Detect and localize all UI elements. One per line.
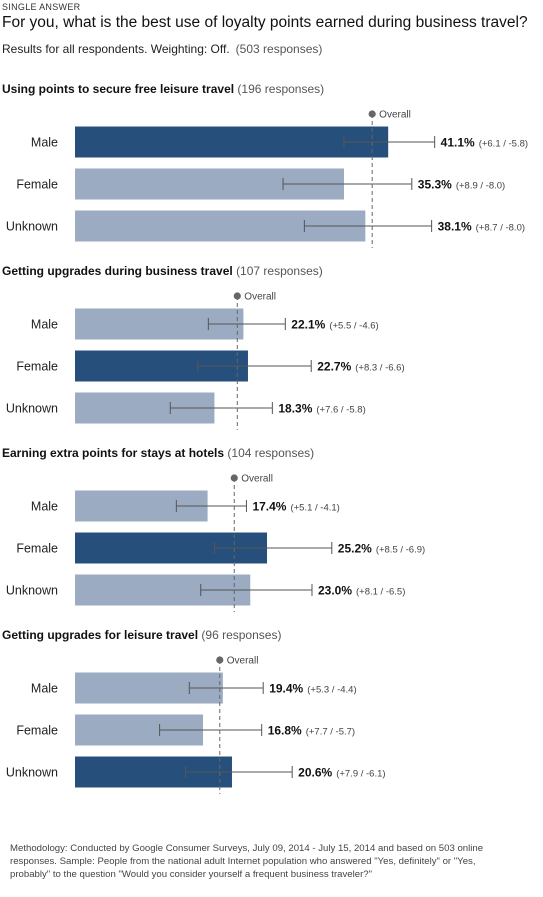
value-label-group: 41.1% (+6.1 / -5.8)	[441, 136, 528, 150]
value-label: 41.1%	[441, 136, 475, 150]
chart-title-text: Getting upgrades for leisure travel	[2, 628, 199, 642]
error-label: (+8.5 / -6.9)	[376, 545, 425, 556]
value-label-group: 20.6% (+7.9 / -6.1)	[298, 766, 385, 780]
category-label: Unknown	[6, 766, 58, 780]
value-label-group: 35.3% (+8.9 / -8.0)	[418, 178, 505, 192]
response-count: (96 responses)	[201, 628, 282, 642]
category-label: Female	[16, 542, 58, 556]
bar-chart: Overall Male 19.4% (+5.3 / -4.4) Female 16.8%…	[6, 656, 386, 794]
value-label-group: 38.1% (+8.7 / -8.0)	[438, 220, 525, 234]
error-label: (+7.7 / -5.7)	[306, 727, 355, 738]
error-bar	[200, 584, 313, 596]
error-label: (+5.1 / -4.1)	[290, 503, 339, 514]
value-label: 19.4%	[269, 682, 303, 696]
value-label: 35.3%	[418, 178, 452, 192]
value-label-group: 17.4% (+5.1 / -4.1)	[252, 500, 339, 514]
value-label: 22.7%	[317, 360, 351, 374]
error-bar	[207, 318, 286, 330]
value-label: 16.8%	[268, 724, 302, 738]
category-label: Unknown	[6, 220, 58, 234]
category-label: Male	[31, 136, 58, 150]
survey-kicker: SINGLE ANSWER	[2, 2, 81, 12]
chart-title: Getting upgrades during business travel …	[2, 264, 323, 278]
value-label-group: 22.7% (+8.3 / -6.6)	[317, 360, 404, 374]
category-label: Female	[16, 178, 58, 192]
chart-title: Getting upgrades for leisure travel (96 …	[2, 628, 281, 642]
value-label-group: 19.4% (+5.3 / -4.4)	[269, 682, 356, 696]
methodology-note: Methodology: Conducted by Google Consume…	[10, 843, 484, 880]
value-label: 38.1%	[438, 220, 472, 234]
overall-label: Overall	[227, 656, 259, 667]
chart-title-text: Using points to secure free leisure trav…	[2, 82, 235, 96]
error-label: (+8.7 / -8.0)	[476, 223, 525, 234]
value-label-group: 16.8% (+7.7 / -5.7)	[268, 724, 355, 738]
response-count: (104 responses)	[227, 446, 315, 460]
error-bar	[303, 220, 433, 232]
value-label: 20.6%	[298, 766, 332, 780]
chart-section: Earning extra points for stays at hotels…	[0, 446, 543, 628]
error-label: (+8.9 / -8.0)	[456, 181, 505, 192]
category-label: Male	[31, 682, 58, 696]
error-bar	[197, 360, 312, 372]
bar-chart: Overall Male 17.4% (+5.1 / -4.1) Female 25.2%…	[6, 474, 425, 612]
response-count: (196 responses)	[237, 82, 325, 96]
value-label: 23.0%	[318, 584, 352, 598]
value-label: 17.4%	[252, 500, 286, 514]
error-label: (+7.6 / -5.8)	[316, 405, 365, 416]
error-bar	[184, 766, 293, 778]
overall-label: Overall	[379, 110, 411, 121]
error-label: (+8.3 / -6.6)	[355, 363, 404, 374]
value-label: 25.2%	[338, 542, 372, 556]
chart-section: Getting upgrades during business travel …	[0, 264, 543, 446]
error-label: (+7.9 / -6.1)	[336, 769, 385, 780]
chart-section: Getting upgrades for leisure travel (96 …	[0, 628, 543, 810]
chart-title: Earning extra points for stays at hotels…	[2, 446, 314, 460]
chart-title-text: Getting upgrades during business travel	[2, 264, 233, 278]
bar-chart: Overall Male 41.1% (+6.1 / -5.8) Female 35.3%…	[6, 110, 528, 248]
error-bar	[169, 402, 273, 414]
category-label: Male	[31, 500, 58, 514]
category-label: Unknown	[6, 584, 58, 598]
error-label: (+6.1 / -5.8)	[479, 139, 528, 150]
error-bar	[175, 500, 247, 512]
survey-question: For you, what is the best use of loyalty…	[2, 14, 528, 31]
error-bar	[282, 178, 413, 190]
bar-chart: Overall Male 22.1% (+5.5 / -4.6) Female 22.7%…	[6, 292, 405, 430]
category-label: Female	[16, 360, 58, 374]
overall-label: Overall	[244, 292, 276, 303]
response-count: (107 responses)	[236, 264, 323, 278]
category-label: Male	[31, 318, 58, 332]
results-line: Results for all respondents. Weighting: …	[2, 42, 322, 56]
value-label-group: 25.2% (+8.5 / -6.9)	[338, 542, 425, 556]
error-label: (+8.1 / -6.5)	[356, 587, 405, 598]
value-label-group: 23.0% (+8.1 / -6.5)	[318, 584, 405, 598]
chart-title: Using points to secure free leisure trav…	[2, 82, 324, 96]
total-responses: (503 responses)	[235, 42, 323, 56]
chart-section: Using points to secure free leisure trav…	[0, 82, 543, 264]
error-bar	[343, 136, 436, 148]
category-label: Female	[16, 724, 58, 738]
value-label: 22.1%	[291, 318, 325, 332]
results-label: Results for all respondents. Weighting: …	[2, 42, 230, 56]
value-label-group: 22.1% (+5.5 / -4.6)	[291, 318, 378, 332]
error-label: (+5.5 / -4.6)	[329, 321, 378, 332]
bar	[75, 126, 389, 158]
overall-label: Overall	[241, 474, 273, 485]
error-bar	[188, 682, 264, 694]
error-bar	[159, 724, 263, 736]
value-label-group: 18.3% (+7.6 / -5.8)	[278, 402, 365, 416]
error-label: (+5.3 / -4.4)	[307, 685, 356, 696]
value-label: 18.3%	[278, 402, 312, 416]
chart-title-text: Earning extra points for stays at hotels	[2, 446, 225, 460]
category-label: Unknown	[6, 402, 58, 416]
